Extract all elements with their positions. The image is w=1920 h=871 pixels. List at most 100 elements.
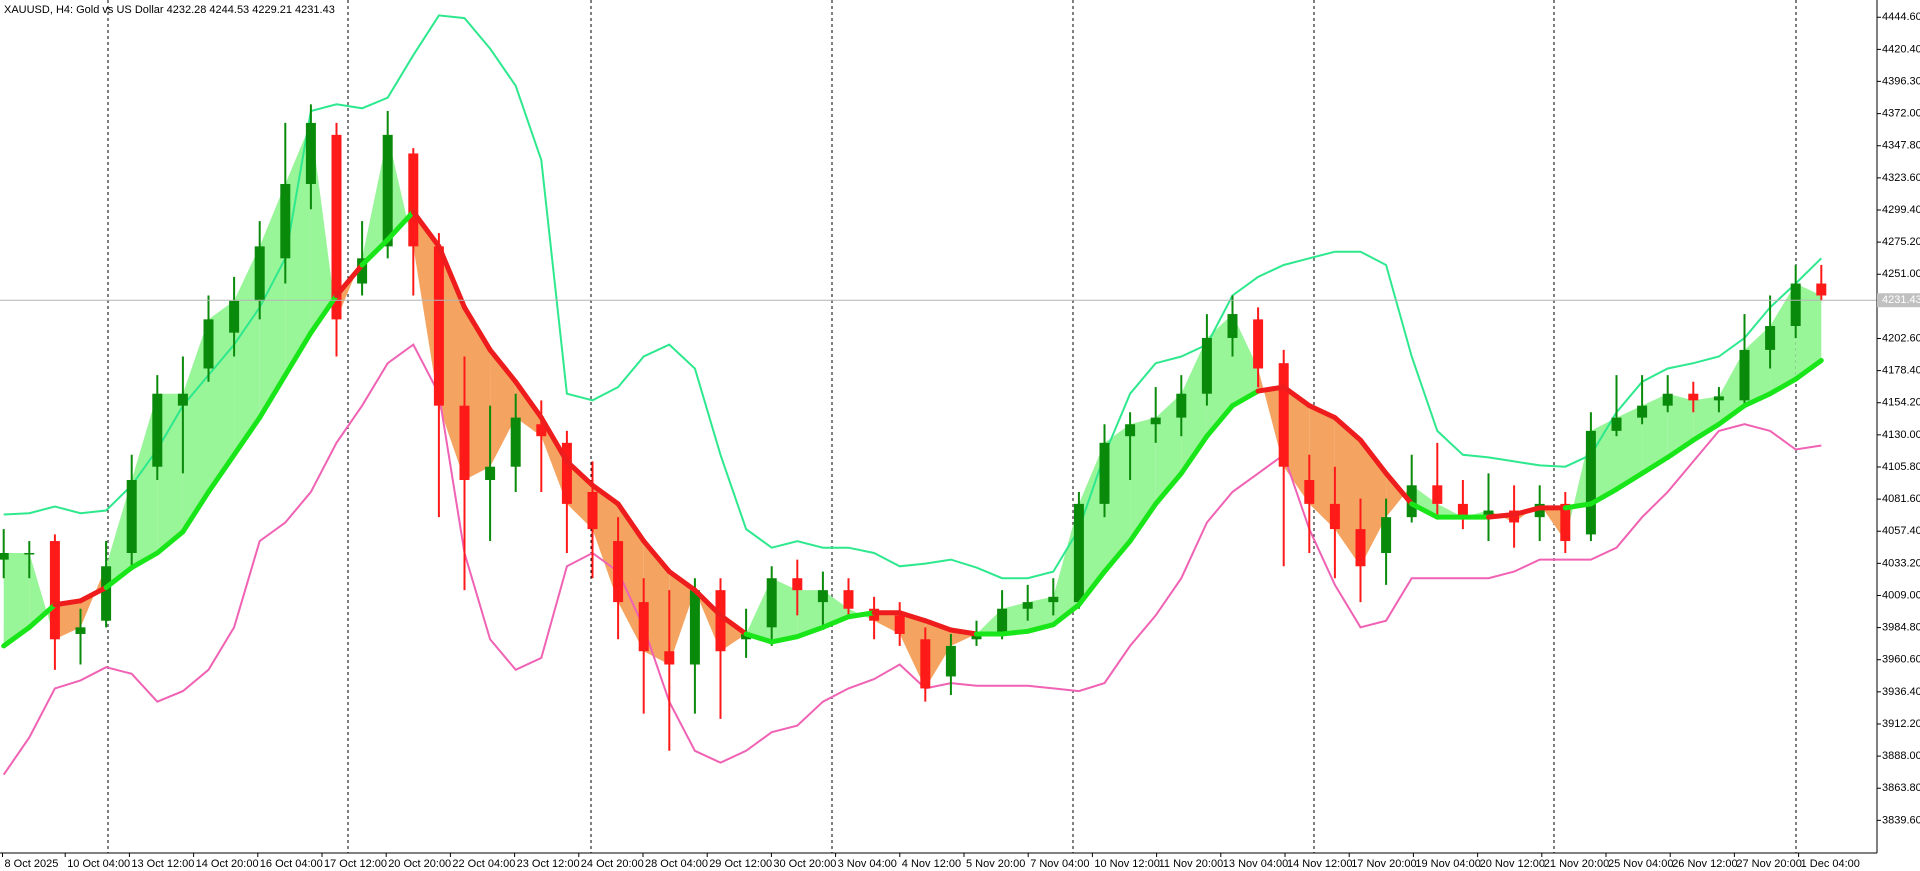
candle-body [1585,430,1596,535]
ma-segment [846,610,877,620]
trend-fill [1616,405,1643,490]
ma-segment [922,618,954,633]
trend-fill [1590,417,1617,504]
trend-fill [694,590,721,652]
x-tick-label: 10 Nov 12:00 [1094,858,1159,870]
candle-body [894,615,905,634]
trend-fill [1206,314,1233,437]
ma-segment [231,415,263,458]
trend-fill [1565,430,1591,542]
current-price-box [1877,293,1920,308]
trend-fill [336,258,363,320]
trend-fill [157,393,183,554]
y-tick-label: 4105.80 [1882,461,1920,473]
y-tick-label: 4251.00 [1882,268,1920,280]
candle-body [1816,283,1827,296]
ma-segment [897,610,928,624]
x-tick-label: 24 Oct 20:00 [581,858,644,870]
candle-body [331,134,342,320]
trend-fill [592,485,619,603]
trend-fill [29,553,55,640]
ma-segment [1,624,32,649]
x-tick-label: 25 Nov 04:00 [1608,858,1673,870]
trend-fill [106,479,132,588]
ma-segment [769,634,800,645]
y-tick-label: 3960.60 [1882,654,1920,666]
trend-fill [3,553,30,646]
y-tick-label: 4372.00 [1882,108,1920,120]
candle-body [664,651,675,665]
y-tick-label: 4347.80 [1882,140,1920,152]
y-tick-label: 4081.60 [1882,493,1920,505]
x-tick-label: 17 Nov 20:00 [1351,858,1416,870]
trend-fill [541,417,567,504]
ma-segment [1255,384,1287,394]
candle-body [1073,503,1084,603]
candle-body [1713,396,1724,401]
x-tick-label: 13 Nov 04:00 [1223,858,1288,870]
ma-segment [641,538,672,575]
candle-body [1227,314,1238,338]
candle-body [229,300,240,333]
ma-segment [820,614,851,630]
trend-fill [874,612,900,634]
x-tick-label: 27 Nov 20:00 [1736,858,1801,870]
x-tick-label: 28 Oct 04:00 [645,858,708,870]
current-price-label: 4231.43 [1882,294,1920,306]
y-tick-label: 3888.00 [1882,750,1920,762]
candle-body [843,590,854,609]
candle-body [997,608,1008,634]
candle-body [152,393,163,467]
ma-segment [1102,538,1133,575]
trend-fill [1770,283,1796,394]
candle-body [1022,602,1033,609]
x-tick-label: 29 Oct 12:00 [709,858,772,870]
trend-fill [362,134,388,265]
ma-segment [462,304,493,353]
x-tick-label: 26 Nov 12:00 [1672,858,1737,870]
ma-segment [334,262,365,298]
candle-body [1611,417,1622,431]
x-tick-label: 20 Nov 12:00 [1480,858,1545,870]
trend-fill [720,615,747,652]
y-tick-label: 4275.20 [1882,236,1920,248]
candle-body [1253,319,1264,369]
candle-body [0,553,9,560]
trend-fill [515,381,542,437]
candle-body [433,246,444,406]
candle-body [1125,424,1136,437]
y-tick-label: 4009.00 [1882,589,1920,601]
ma-segment [1230,388,1261,409]
ma-segment [385,209,416,243]
candle-body [1355,529,1366,567]
ma-segment [1716,403,1747,427]
ma-segment [538,415,570,464]
x-tick-label: 1 Dec 04:00 [1801,858,1860,870]
ma-segment [436,243,467,310]
candle-body [1739,349,1750,401]
candle-body [1278,363,1289,467]
ma-segment [206,452,237,495]
candle-body [459,405,470,480]
trend-fill [669,571,695,665]
x-tick-label: 16 Oct 04:00 [260,858,323,870]
candle-body [1099,442,1110,504]
x-tick-label: 23 Oct 12:00 [517,858,580,870]
ma-segment [1486,512,1517,520]
ma-segment [564,458,595,488]
trend-fill [1693,396,1719,441]
trend-fill [259,183,286,418]
trend-fill [208,300,235,492]
y-tick-label: 4323.60 [1882,172,1920,184]
y-tick-label: 3839.60 [1882,814,1920,826]
x-tick-label: 3 Nov 04:00 [838,858,897,870]
trend-fill [1795,283,1822,380]
y-tick-label: 3936.40 [1882,686,1920,698]
x-tick-label: 13 Oct 12:00 [131,858,194,870]
candle-body [715,590,726,652]
candle-body [126,479,137,554]
candle-body [24,553,35,555]
ma-segment [1665,437,1696,460]
trend-fill [1155,393,1182,504]
candle-body [1790,283,1801,327]
